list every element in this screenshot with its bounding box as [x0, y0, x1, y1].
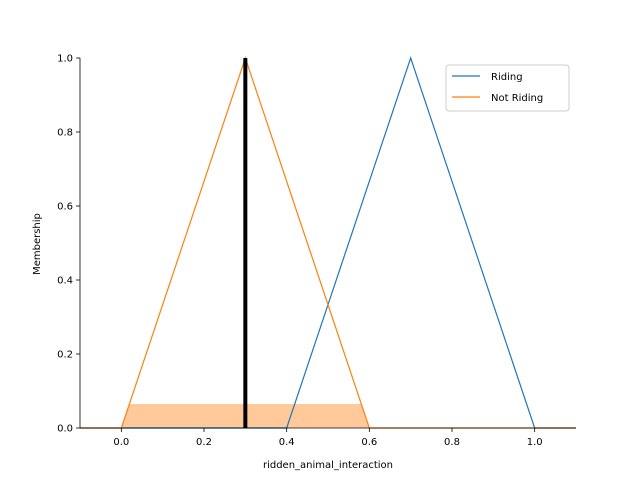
y-tick-label: 0.0: [57, 424, 73, 435]
x-tick-label: 0.2: [196, 437, 212, 448]
x-tick-label: 1.0: [527, 437, 543, 448]
legend-label: Not Riding: [491, 93, 543, 104]
x-ticks: 0.0 0.2 0.4 0.6 0.8 1.0: [113, 428, 543, 448]
axes: [79, 58, 576, 429]
x-tick-label: 0.6: [361, 437, 377, 448]
x-axis-label: ridden_animal_interaction: [263, 460, 393, 471]
y-tick-label: 0.8: [57, 128, 73, 139]
x-tick-label: 0.8: [444, 437, 460, 448]
y-ticks: 0.0 0.2 0.4 0.6 0.8 1.0: [57, 54, 80, 435]
legend-label: Riding: [491, 72, 523, 83]
legend: Riding Not Riding: [445, 64, 570, 112]
y-tick-label: 0.4: [57, 276, 73, 287]
y-axis-label: Membership: [32, 213, 43, 275]
x-tick-label: 0.0: [113, 437, 129, 448]
y-tick-label: 1.0: [57, 54, 73, 65]
series-line-not-riding: [80, 56, 576, 429]
x-tick-label: 0.4: [279, 437, 295, 448]
series-layer: [80, 56, 576, 429]
y-tick-label: 0.6: [57, 202, 73, 213]
y-tick-label: 0.2: [57, 350, 73, 361]
series-line-riding: [80, 56, 576, 429]
